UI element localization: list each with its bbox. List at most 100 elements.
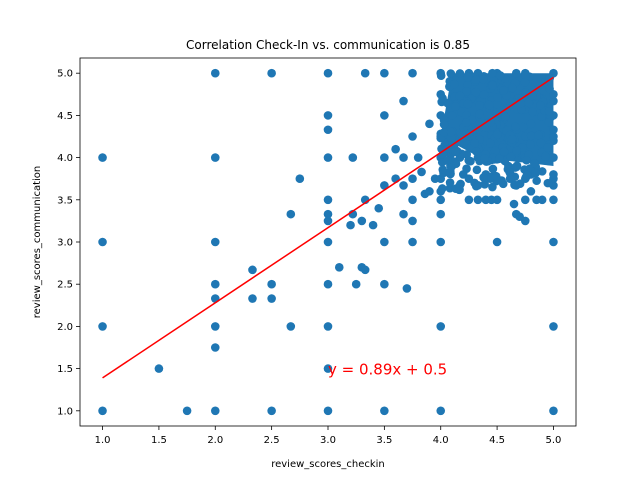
data-point bbox=[549, 132, 558, 141]
data-point bbox=[323, 237, 333, 247]
data-point bbox=[537, 167, 547, 176]
regression-line bbox=[102, 76, 554, 379]
data-point bbox=[445, 178, 455, 187]
data-point bbox=[436, 71, 446, 81]
data-point bbox=[351, 279, 361, 289]
data-point bbox=[449, 79, 459, 89]
regression-equation: y = 0.89x + 0.5 bbox=[328, 361, 447, 379]
data-point bbox=[511, 122, 520, 132]
data-point bbox=[447, 111, 457, 120]
data-point bbox=[521, 71, 531, 81]
data-point bbox=[526, 187, 536, 196]
data-point bbox=[463, 80, 472, 90]
data-point bbox=[473, 195, 483, 205]
data-point bbox=[210, 279, 220, 289]
data-point bbox=[436, 195, 446, 205]
data-point bbox=[471, 75, 481, 85]
data-point bbox=[505, 174, 515, 184]
data-point bbox=[473, 181, 483, 190]
data-point bbox=[461, 118, 471, 127]
data-point bbox=[286, 209, 296, 219]
data-point bbox=[492, 99, 502, 109]
chart-title: Correlation Check-In vs. communication i… bbox=[186, 38, 470, 52]
y-axis-label: review_scores_communication bbox=[32, 166, 43, 319]
data-point bbox=[463, 72, 473, 82]
data-point bbox=[399, 181, 408, 190]
data-point bbox=[532, 176, 541, 186]
data-point bbox=[210, 322, 220, 331]
data-point bbox=[508, 83, 517, 93]
data-point bbox=[380, 406, 389, 416]
data-point bbox=[509, 199, 519, 209]
data-point bbox=[98, 237, 107, 247]
data-point bbox=[534, 130, 543, 140]
x-tick-label: 2.5 bbox=[264, 435, 280, 446]
data-point bbox=[499, 86, 509, 95]
data-point bbox=[267, 68, 276, 78]
x-tick-label: 4.5 bbox=[489, 435, 505, 446]
data-point bbox=[505, 167, 514, 177]
data-point bbox=[98, 153, 107, 162]
data-point bbox=[267, 406, 276, 416]
data-point bbox=[475, 100, 484, 110]
data-point bbox=[267, 294, 276, 303]
data-point bbox=[471, 87, 481, 97]
data-point bbox=[374, 203, 384, 213]
data-point bbox=[408, 132, 417, 141]
data-point bbox=[543, 143, 553, 152]
data-point bbox=[368, 220, 378, 230]
data-point bbox=[413, 153, 423, 162]
data-point bbox=[491, 171, 501, 181]
y-tick-label: 2.5 bbox=[57, 280, 73, 291]
y-tick-label: 3.5 bbox=[57, 195, 73, 206]
data-point bbox=[323, 68, 333, 78]
data-point bbox=[360, 68, 370, 78]
x-tick-label: 1.0 bbox=[95, 435, 111, 446]
data-point bbox=[544, 118, 554, 127]
data-point bbox=[507, 134, 517, 144]
data-point bbox=[425, 187, 434, 196]
data-point bbox=[451, 102, 460, 111]
y-tick-label: 1.5 bbox=[57, 364, 73, 375]
data-point bbox=[439, 120, 449, 129]
data-point bbox=[408, 216, 417, 226]
data-point bbox=[526, 119, 536, 129]
data-point bbox=[545, 73, 555, 82]
data-point bbox=[501, 112, 510, 122]
data-point bbox=[549, 170, 558, 179]
data-point bbox=[323, 125, 333, 135]
data-point bbox=[438, 94, 447, 103]
data-point bbox=[511, 68, 521, 78]
data-point bbox=[399, 153, 408, 162]
data-point bbox=[463, 99, 473, 109]
data-point bbox=[495, 154, 504, 164]
data-point bbox=[210, 153, 220, 162]
data-point bbox=[488, 80, 497, 90]
data-point bbox=[493, 93, 502, 102]
y-tick-label: 4.0 bbox=[57, 153, 73, 164]
data-point bbox=[210, 237, 220, 247]
data-point bbox=[526, 140, 535, 149]
data-point bbox=[549, 322, 558, 331]
data-point bbox=[522, 170, 532, 180]
data-point bbox=[549, 125, 558, 135]
data-point bbox=[495, 71, 505, 80]
data-point bbox=[357, 216, 367, 226]
y-tick-label: 3.0 bbox=[57, 238, 73, 249]
data-point bbox=[493, 130, 502, 139]
data-point bbox=[154, 364, 164, 373]
data-point bbox=[334, 263, 344, 272]
data-point bbox=[455, 91, 465, 101]
data-point bbox=[402, 284, 412, 293]
data-point bbox=[515, 179, 525, 188]
data-point bbox=[520, 78, 530, 87]
data-point bbox=[248, 294, 257, 303]
data-point bbox=[399, 96, 408, 106]
x-tick-label: 2.0 bbox=[207, 435, 223, 446]
data-point bbox=[479, 173, 488, 182]
data-point bbox=[323, 209, 333, 219]
data-point bbox=[323, 406, 333, 416]
data-point bbox=[380, 181, 389, 190]
y-tick-label: 5.0 bbox=[57, 69, 73, 80]
